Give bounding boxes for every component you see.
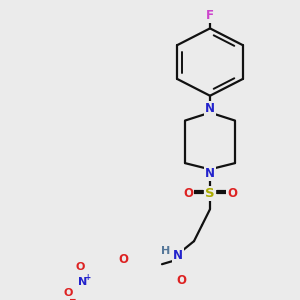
Text: O: O: [227, 187, 237, 200]
Text: O: O: [183, 187, 193, 200]
Text: O: O: [176, 274, 186, 287]
Text: N: N: [205, 167, 215, 180]
Text: N: N: [173, 249, 183, 262]
Text: N: N: [78, 277, 87, 287]
Text: O: O: [64, 288, 73, 298]
Text: N: N: [205, 102, 215, 115]
Text: −: −: [68, 296, 75, 300]
Text: F: F: [206, 10, 214, 22]
Text: +: +: [84, 273, 91, 282]
Text: O: O: [118, 253, 128, 266]
Text: S: S: [205, 187, 215, 200]
Text: H: H: [161, 246, 171, 256]
Text: O: O: [76, 262, 85, 272]
